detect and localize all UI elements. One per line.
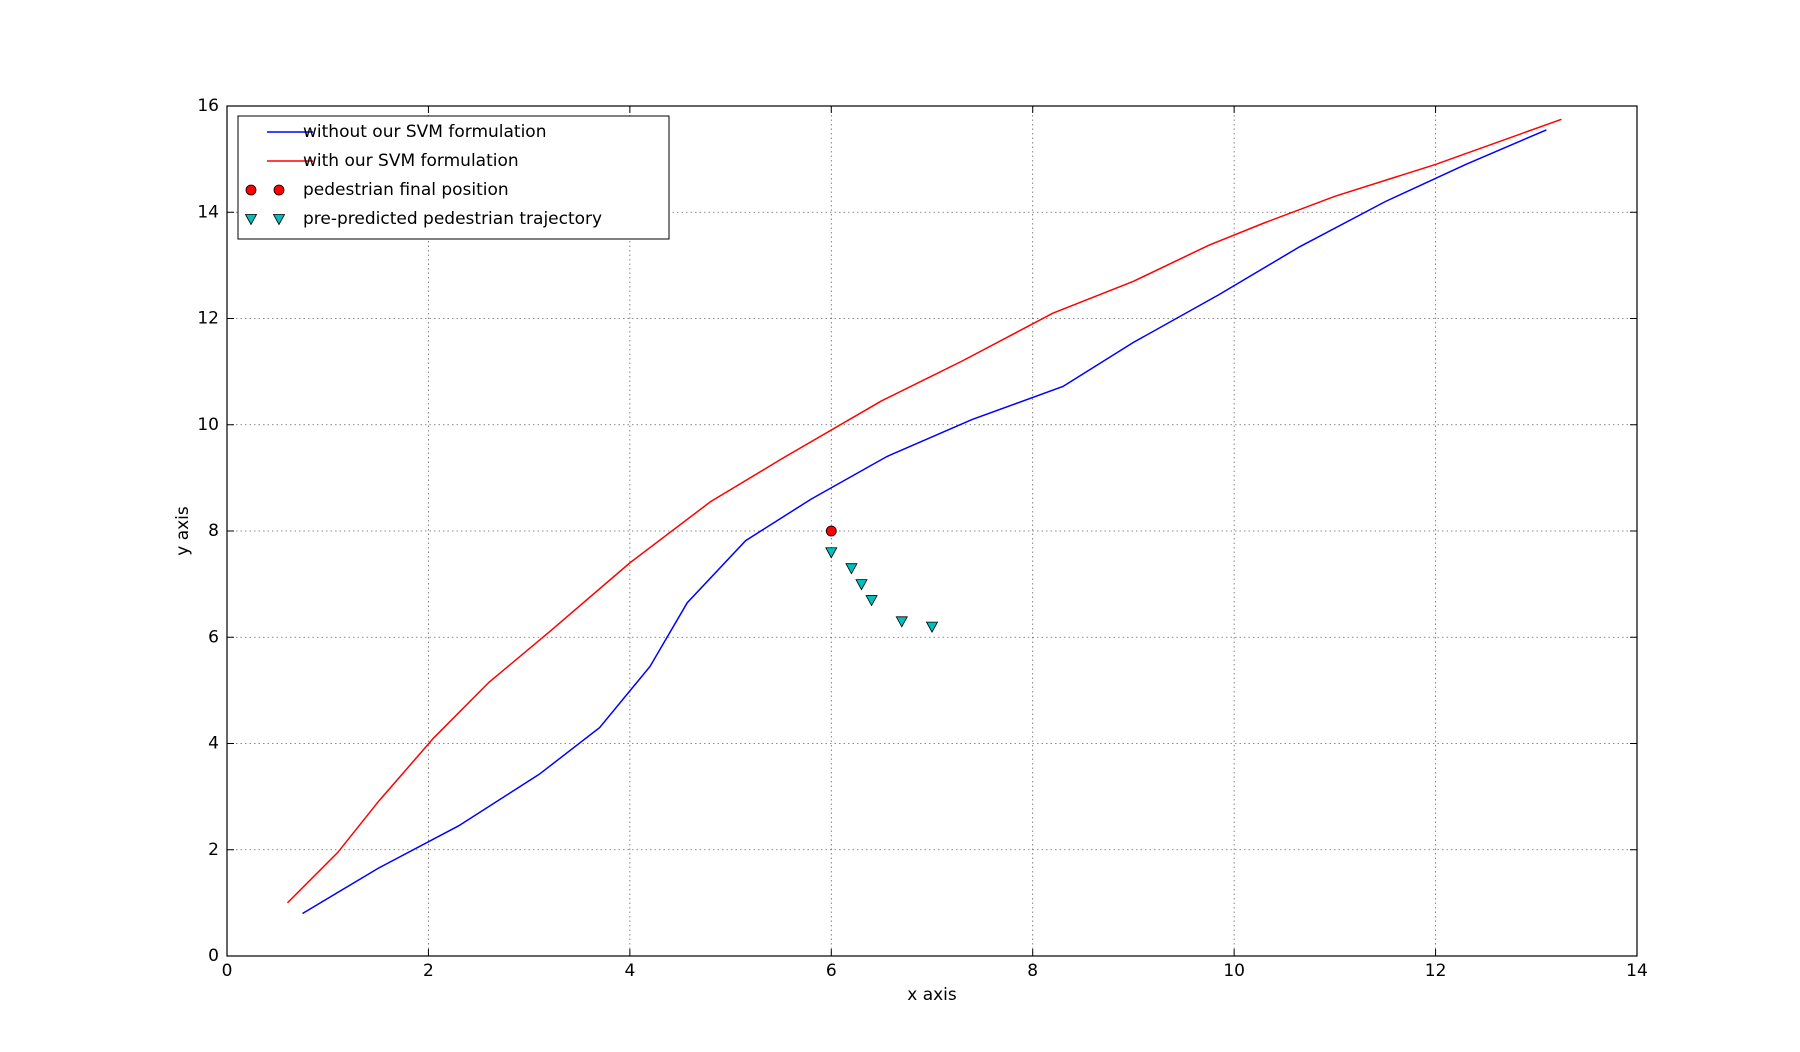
point [825,547,838,559]
y-tick-label: 10 [197,415,219,435]
x-tick-label: 6 [826,961,837,981]
series-line [286,118,1562,904]
y-axis-label: y axis [173,506,193,556]
x-tick-label: 14 [1626,961,1648,981]
x-tick-label: 10 [1223,961,1245,981]
y-tick-label: 16 [197,96,219,116]
legend-label: without our SVM formulation [303,122,547,142]
legend-swatch [273,184,285,196]
x-tick-label: 8 [1027,961,1038,981]
y-tick-label: 14 [197,202,219,222]
y-tick-label: 8 [208,521,219,541]
y-tick-label: 4 [208,734,219,754]
y-tick-label: 12 [197,309,219,329]
point [925,621,939,633]
point [865,595,878,607]
point [855,579,868,591]
point [895,616,908,628]
legend-label: pedestrian final position [303,180,509,200]
x-axis-label: x axis [907,985,957,1005]
y-tick-label: 0 [208,946,219,966]
plot-frame [226,105,1638,957]
legend-label: with our SVM formulation [303,151,519,171]
x-tick-label: 12 [1425,961,1447,981]
x-tick-label: 2 [423,961,434,981]
legend-swatch [272,214,286,226]
series-line [302,129,1547,915]
legend-box [237,115,670,240]
y-tick-label: 2 [208,840,219,860]
legend-swatch [244,214,258,226]
point [825,525,837,537]
y-tick-label: 6 [208,627,219,647]
x-tick-label: 4 [624,961,635,981]
legend-swatch [245,184,257,196]
point [845,563,858,575]
x-tick-label: 0 [222,961,233,981]
legend-label: pre-predicted pedestrian trajectory [303,209,602,229]
